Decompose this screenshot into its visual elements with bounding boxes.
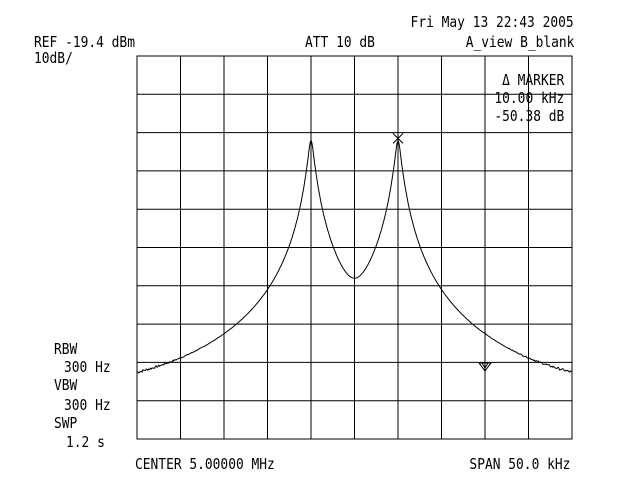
vbw-value: 300 Hz bbox=[64, 396, 111, 414]
swp-value: 1.2 s bbox=[66, 433, 105, 451]
center-frequency-label: CENTER 5.00000 MHz bbox=[135, 455, 275, 473]
trace-mode-label: A_view B_blank bbox=[465, 33, 574, 51]
reference-marker-triangle bbox=[478, 362, 492, 372]
vbw-label: VBW bbox=[54, 376, 78, 394]
marker-freq: 10.00 kHz bbox=[494, 89, 564, 107]
span-label: SPAN 50.0 kHz bbox=[469, 455, 570, 473]
markers bbox=[392, 132, 492, 372]
ref-level-label: REF -19.4 dBm bbox=[34, 33, 135, 51]
spectrum-trace bbox=[136, 138, 573, 374]
marker-title: Δ MARKER bbox=[501, 71, 564, 89]
scale-label: 10dB/ bbox=[34, 49, 73, 67]
graticule bbox=[137, 56, 572, 439]
attenuation-label: ATT 10 dB bbox=[305, 33, 375, 51]
swp-label: SWP bbox=[54, 414, 78, 432]
active-marker-x bbox=[392, 132, 404, 144]
rbw-value: 300 Hz bbox=[64, 358, 111, 376]
datetime-label: Fri May 13 22:43 2005 bbox=[410, 13, 574, 31]
rbw-label: RBW bbox=[54, 340, 78, 358]
marker-level: -50.38 dB bbox=[494, 107, 564, 125]
